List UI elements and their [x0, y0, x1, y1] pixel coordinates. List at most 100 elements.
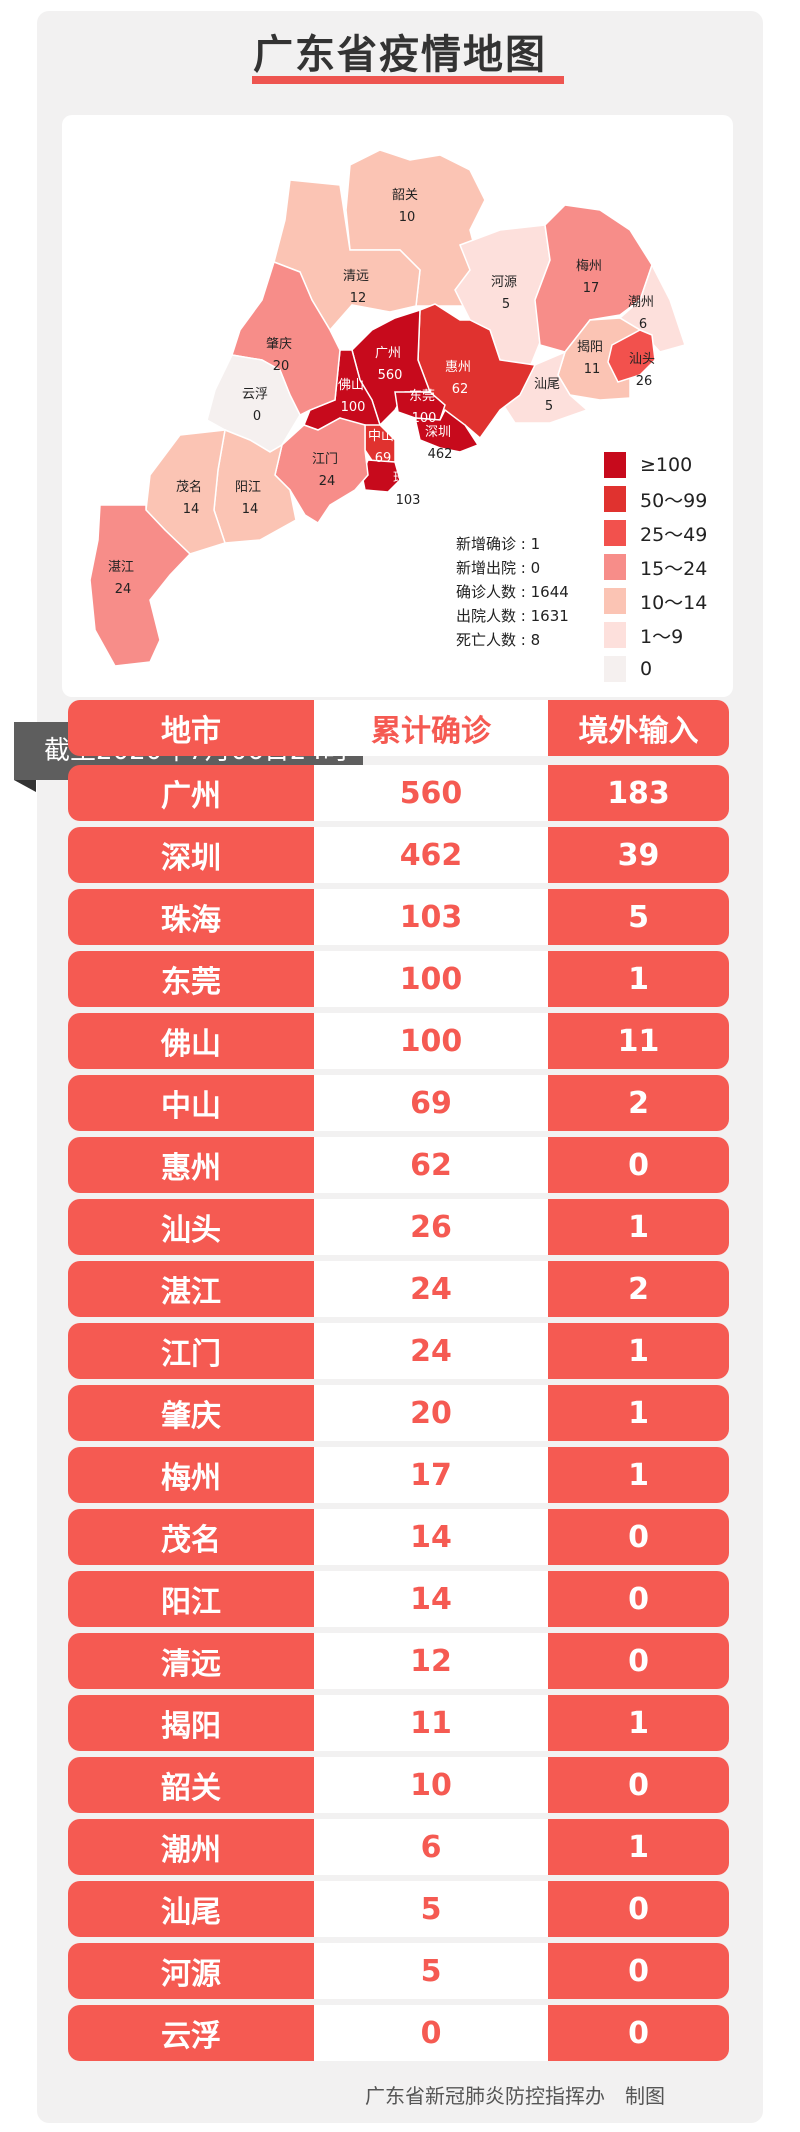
map-region-value: 26 [636, 374, 653, 389]
map-region-value: 24 [319, 474, 336, 489]
city-cell: 阳江 [68, 1571, 314, 1627]
stat-separator: : [516, 583, 531, 601]
legend-item: 10～14 [604, 584, 707, 618]
table-row: 中山 69 2 [68, 1075, 729, 1131]
table-row: 梅州 17 1 [68, 1447, 729, 1503]
map-region-value: 103 [396, 493, 421, 508]
map-region-name: 东莞 [409, 389, 435, 404]
map-region-value: 5 [502, 297, 510, 312]
map-region [145, 429, 226, 555]
stat-separator: : [516, 535, 531, 553]
table-row: 东莞 100 1 [68, 951, 729, 1007]
map-region-value: 17 [583, 281, 600, 296]
legend-label: 50～99 [640, 489, 708, 512]
imported-cell: 39 [548, 827, 729, 883]
legend-swatch [604, 588, 626, 614]
legend-swatch [604, 656, 626, 682]
table-row: 湛江 24 2 [68, 1261, 729, 1317]
legend-label: 25～49 [640, 523, 708, 546]
imported-cell: 2 [548, 1261, 729, 1317]
imported-cell: 0 [548, 1509, 729, 1565]
map-region-value: 0 [253, 409, 261, 424]
city-cell: 广州 [68, 765, 314, 821]
total-confirmed-cell: 12 [314, 1633, 548, 1689]
total-confirmed-cell: 14 [314, 1571, 548, 1627]
table-row: 潮州 6 1 [68, 1819, 729, 1875]
map-region [89, 504, 192, 667]
map-region-value: 6 [639, 317, 647, 332]
total-confirmed-cell: 462 [314, 827, 548, 883]
table-row: 珠海 103 5 [68, 889, 729, 945]
legend-swatch [604, 622, 626, 648]
map-region-name: 潮州 [628, 295, 654, 310]
imported-cell: 1 [548, 1695, 729, 1751]
legend-item: 1～9 [604, 618, 707, 652]
stat-label: 新增确诊 [456, 535, 517, 553]
total-confirmed-cell: 6 [314, 1819, 548, 1875]
map-region-name: 阳江 [235, 480, 261, 495]
city-cell: 佛山 [68, 1013, 314, 1069]
map-region-name: 湛江 [108, 560, 134, 575]
table-row: 广州 560 183 [68, 765, 729, 821]
map-region-name: 珠海 [393, 471, 419, 486]
imported-cell: 1 [548, 1447, 729, 1503]
map-region-value: 462 [428, 447, 453, 462]
imported-cell: 0 [548, 1571, 729, 1627]
table-row: 揭阳 11 1 [68, 1695, 729, 1751]
total-confirmed-cell: 20 [314, 1385, 548, 1441]
imported-cell: 2 [548, 1075, 729, 1131]
city-cell: 河源 [68, 1943, 314, 1999]
total-confirmed-cell: 5 [314, 1943, 548, 1999]
map-region-name: 梅州 [576, 259, 602, 274]
map-region-name: 汕头 [629, 352, 655, 367]
map-region-value: 12 [350, 291, 367, 306]
stat-value: 0 [530, 559, 541, 577]
city-cell: 肇庆 [68, 1385, 314, 1441]
legend-swatch [604, 520, 626, 546]
table-row: 茂名 14 0 [68, 1509, 729, 1565]
map-region-value: 69 [375, 451, 392, 466]
map-region-name: 惠州 [445, 360, 471, 375]
legend-item: ≥100 [604, 448, 707, 482]
total-confirmed-cell: 11 [314, 1695, 548, 1751]
map-region-name: 河源 [491, 275, 517, 290]
city-cell: 揭阳 [68, 1695, 314, 1751]
guangdong-map: 韶关10清远12河源5梅州17潮州6揭阳11汕头26汕尾5惠州62广州560东莞… [89, 149, 686, 667]
city-cell: 云浮 [68, 2005, 314, 2061]
map-region-name: 揭阳 [577, 340, 603, 355]
table-row: 云浮 0 0 [68, 2005, 729, 2061]
total-confirmed-cell: 17 [314, 1447, 548, 1503]
imported-cell: 0 [548, 1943, 729, 1999]
city-cell: 惠州 [68, 1137, 314, 1193]
map-region [414, 408, 480, 453]
legend-label: 15～24 [640, 557, 708, 580]
map-region-value: 5 [545, 399, 553, 414]
city-cell: 湛江 [68, 1261, 314, 1317]
total-confirmed-cell: 69 [314, 1075, 548, 1131]
stat-label: 死亡人数 [456, 631, 517, 649]
city-cell: 地市 [68, 700, 314, 756]
table-row: 惠州 62 0 [68, 1137, 729, 1193]
imported-cell: 0 [548, 1757, 729, 1813]
legend-label: 0 [640, 658, 653, 680]
map-region-name: 肇庆 [266, 337, 292, 352]
map-region-value: 100 [341, 400, 366, 415]
table-row: 汕尾 5 0 [68, 1881, 729, 1937]
legend-label: 1～9 [640, 625, 684, 648]
stat-label: 出院人数 [456, 607, 517, 625]
total-confirmed-cell: 10 [314, 1757, 548, 1813]
footer-credit: 广东省新冠肺炎防控指挥办 制图 [365, 2084, 665, 2108]
stat-line: 确诊人数 : 1644 [456, 580, 569, 604]
table-row: 肇庆 20 1 [68, 1385, 729, 1441]
stat-separator: : [516, 559, 531, 577]
total-confirmed-cell: 0 [314, 2005, 548, 2061]
city-cell: 深圳 [68, 827, 314, 883]
imported-cell: 0 [548, 1633, 729, 1689]
map-region-name: 佛山 [338, 378, 364, 393]
stat-value: 1631 [530, 607, 569, 625]
map-region-name: 广州 [375, 346, 401, 361]
city-cell: 梅州 [68, 1447, 314, 1503]
city-cell: 江门 [68, 1323, 314, 1379]
total-confirmed-cell: 100 [314, 951, 548, 1007]
imported-cell: 境外输入 [548, 700, 729, 756]
